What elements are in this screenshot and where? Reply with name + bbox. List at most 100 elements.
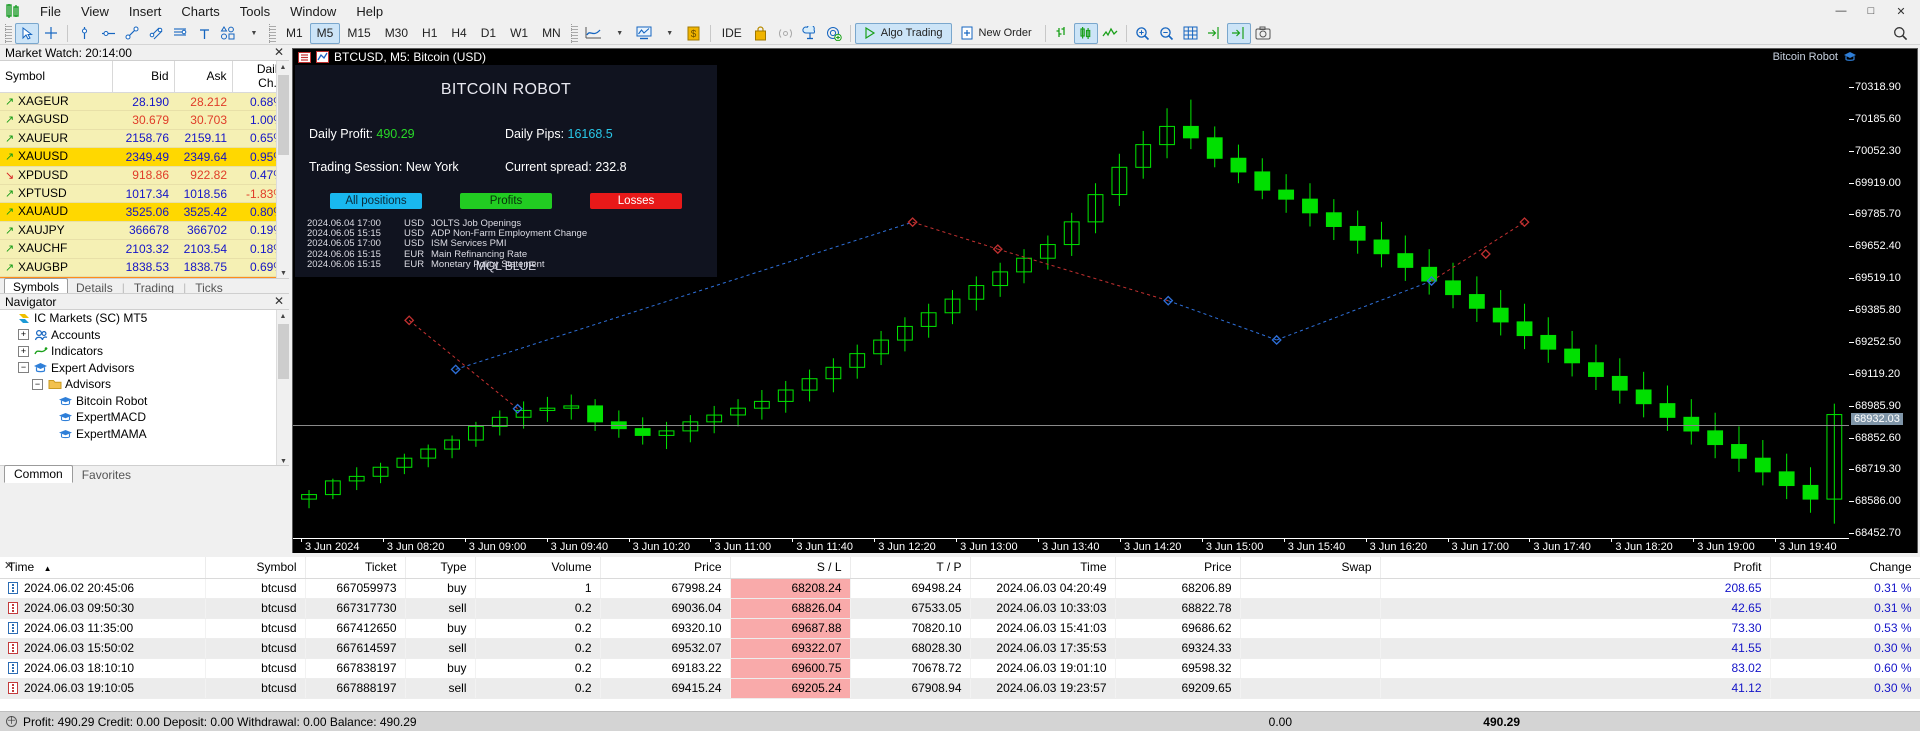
toolbar-grip-indicators[interactable] xyxy=(570,23,578,43)
summary-expand-icon[interactable]: ＋ xyxy=(6,716,17,727)
scroll-up-icon[interactable]: ▲ xyxy=(277,61,289,74)
menu-item-insert[interactable]: Insert xyxy=(128,3,162,19)
timeframe-h1[interactable]: H1 xyxy=(422,26,438,40)
close-button[interactable]: ✕ xyxy=(1896,5,1906,18)
nav-item-advisors[interactable]: − Advisors xyxy=(0,376,276,393)
col-change[interactable]: Change xyxy=(1770,557,1920,579)
nav-scroll-up-icon[interactable]: ▲ xyxy=(279,313,287,320)
market-watch-scrollbar[interactable]: ▲ ▼ xyxy=(276,61,290,280)
terminal-close-icon[interactable]: ✕ xyxy=(4,560,14,572)
table-row[interactable]: 2024.06.03 19:10:05 btcusd 667888197 sell 0.… xyxy=(0,678,1920,699)
screenshot-icon[interactable] xyxy=(1251,23,1275,44)
timeframe-w1[interactable]: W1 xyxy=(510,26,529,40)
new-order-button[interactable]: New Order xyxy=(952,23,1041,44)
fibonacci-icon[interactable] xyxy=(168,23,192,44)
horizontal-splitter[interactable] xyxy=(0,553,1920,557)
scroll-down-icon[interactable]: ▼ xyxy=(277,267,290,280)
market-watch-row[interactable]: ↗ XAGEUR 28.190 28.212 0.68% xyxy=(0,92,289,112)
col-volume[interactable]: Volume xyxy=(475,557,601,579)
market-watch-close-icon[interactable]: ✕ xyxy=(273,45,284,59)
column-ask[interactable]: Ask xyxy=(174,61,233,93)
timeframe-m5[interactable]: M5 xyxy=(309,22,341,44)
equidistant-channel-icon[interactable] xyxy=(144,23,168,44)
col-ticket[interactable]: Ticket xyxy=(305,557,406,579)
col-symbol[interactable]: Symbol xyxy=(205,557,306,579)
bar-chart-icon[interactable] xyxy=(1050,23,1074,44)
nav-item-ic-markets-sc-mt5[interactable]: IC Markets (SC) MT5 xyxy=(0,310,276,327)
maximize-button[interactable]: □ xyxy=(1867,5,1875,17)
vertical-line-icon[interactable] xyxy=(72,23,96,44)
menu-item-view[interactable]: View xyxy=(80,3,109,19)
col-open-price[interactable]: Price xyxy=(600,557,731,579)
menu-item-window[interactable]: Window xyxy=(290,3,337,19)
templates-icon[interactable] xyxy=(632,23,656,44)
nav-item-expertmacd[interactable]: ExpertMACD xyxy=(0,409,276,426)
zoom-in-icon[interactable] xyxy=(1131,23,1155,44)
chart-symbol-icon[interactable] xyxy=(316,51,329,63)
chart-shift-icon[interactable] xyxy=(1203,23,1227,44)
table-row[interactable]: 2024.06.03 11:35:00 btcusd 667412650 buy 0.2… xyxy=(0,618,1920,639)
expander-minus-icon[interactable]: − xyxy=(18,362,29,374)
menu-item-tools[interactable]: Tools xyxy=(239,3,271,19)
col-swap[interactable]: Swap xyxy=(1240,557,1381,579)
tab-favorites[interactable]: Favorites xyxy=(81,468,132,482)
market-watch-row[interactable]: ↗ XPTUSD 1017.34 1018.56 -1.83% xyxy=(0,184,289,204)
positions-table[interactable]: Time ▲ Symbol Ticket Type Volume Price S… xyxy=(0,557,1920,699)
nav-scroll-thumb[interactable] xyxy=(278,324,289,379)
expander-plus-icon[interactable]: + xyxy=(18,345,29,357)
ide-button[interactable]: IDE xyxy=(721,26,742,40)
copy-trading-icon[interactable] xyxy=(822,23,846,44)
navigator-tree[interactable]: IC Markets (SC) MT5 + Accounts + Indicators −… xyxy=(0,310,276,468)
nav-item-accounts[interactable]: + Accounts xyxy=(0,327,276,344)
zoom-out-icon[interactable] xyxy=(1155,23,1179,44)
market-watch-row[interactable]: ↗ XAUEUR 2158.76 2159.11 0.65% xyxy=(0,129,289,149)
market-watch-row[interactable]: ↗ XAGUSD 30.679 30.703 1.00% xyxy=(0,110,289,130)
table-row[interactable]: 2024.06.03 09:50:30 btcusd 667317730 sell 0.… xyxy=(0,598,1920,619)
auto-scroll-icon[interactable] xyxy=(1226,22,1251,44)
crosshair-icon[interactable] xyxy=(39,23,63,44)
column-symbol[interactable]: Symbol xyxy=(0,61,113,93)
col-sl[interactable]: S / L xyxy=(730,557,851,579)
timeframe-m30[interactable]: M30 xyxy=(384,26,409,40)
market-watch-table[interactable]: Symbol Bid Ask Daily Ch... ↗ XAGEUR 28.190… xyxy=(0,61,289,280)
tab-common[interactable]: Common xyxy=(4,465,73,483)
toolbar-grip[interactable] xyxy=(5,23,12,43)
menu-item-help[interactable]: Help xyxy=(356,3,384,19)
col-type[interactable]: Type xyxy=(405,557,476,579)
indicators-icon[interactable] xyxy=(581,23,606,44)
market-watch-row[interactable]: ↗ XAUAUD 3525.06 3525.42 0.80% xyxy=(0,202,289,222)
market-watch-row[interactable]: ↗ XAUCHF 2103.32 2103.54 0.18% xyxy=(0,239,289,259)
col-close-price[interactable]: Price xyxy=(1115,557,1241,579)
market-watch-row[interactable]: ↘ XPDUSD 918.86 922.82 0.47% xyxy=(0,166,289,186)
minimize-button[interactable]: — xyxy=(1835,5,1847,17)
all-positions-button[interactable]: All positions xyxy=(330,193,422,209)
price-plot-area[interactable] xyxy=(293,65,1917,556)
market-watch-row[interactable]: ↗ XAUJPY 366678 366702 0.19% xyxy=(0,221,289,241)
trendline-icon[interactable] xyxy=(120,23,144,44)
col-open-time[interactable]: Time ▲ xyxy=(0,557,206,579)
line-chart-icon[interactable] xyxy=(1098,23,1122,44)
tab-ticks[interactable]: Ticks xyxy=(195,281,223,295)
scroll-thumb[interactable] xyxy=(278,75,289,155)
table-row[interactable]: 2024.06.03 18:10:10 btcusd 667838197 buy 0.2… xyxy=(0,658,1920,679)
timeframe-m1[interactable]: M1 xyxy=(286,26,303,40)
toolbar-grip-timeframes[interactable] xyxy=(269,23,276,43)
timeframe-h4[interactable]: H4 xyxy=(451,26,467,40)
navigator-close-icon[interactable]: ✕ xyxy=(273,294,284,308)
timeframe-m15[interactable]: M15 xyxy=(347,26,371,40)
table-row[interactable]: 2024.06.03 15:50:02 btcusd 667614597 sell 0.… xyxy=(0,638,1920,659)
table-row[interactable]: 2024.06.02 20:45:06 btcusd 667059973 buy 1 67… xyxy=(0,578,1920,599)
search-icon[interactable] xyxy=(1888,23,1912,44)
tab-details[interactable]: Details xyxy=(76,281,113,295)
time-axis[interactable]: 3 Jun 2024 3 Jun 08:20 3 Jun 09:00 3 Jun 09… xyxy=(293,538,1849,556)
signals-icon[interactable] xyxy=(773,23,798,44)
algo-trading-button[interactable]: Algo Trading xyxy=(854,22,952,44)
navigator-scrollbar[interactable]: ▲ ▼ xyxy=(276,310,289,468)
profits-button[interactable]: Profits xyxy=(460,193,552,209)
grid-icon[interactable] xyxy=(1179,23,1203,44)
market-bag-icon[interactable] xyxy=(749,23,773,44)
menu-item-file[interactable]: File xyxy=(40,3,61,19)
price-axis[interactable]: 70318.90 70185.60 70052.30 69919.00 69785.70… xyxy=(1849,65,1917,539)
menu-item-charts[interactable]: Charts xyxy=(181,3,220,19)
col-tp[interactable]: T / P xyxy=(850,557,971,579)
